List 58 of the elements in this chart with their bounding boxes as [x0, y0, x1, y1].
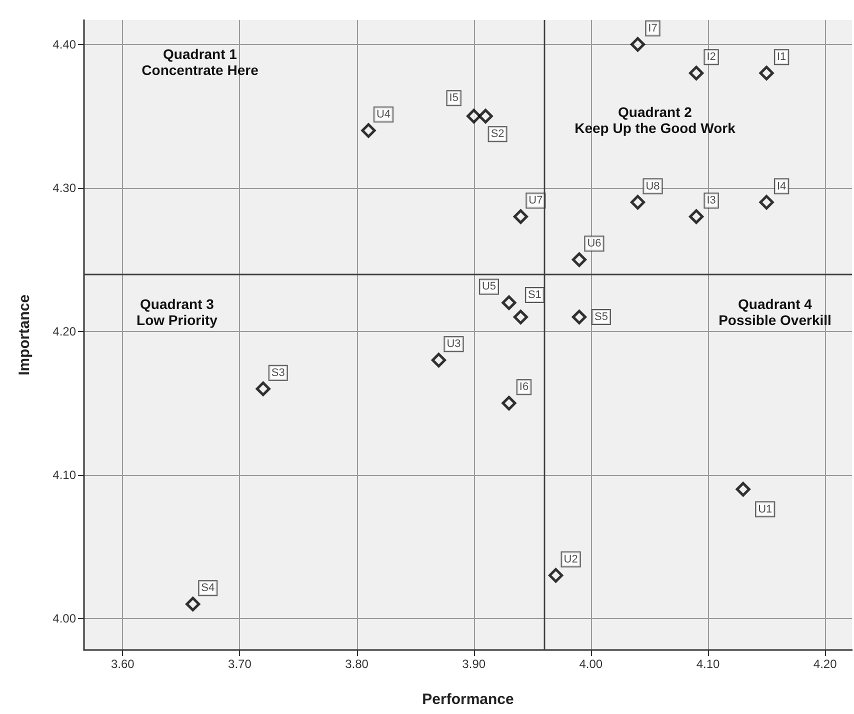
point [688, 209, 704, 224]
data-label: U4 [376, 108, 391, 120]
data-label: U3 [446, 338, 461, 350]
y-tick-label: 4.10 [52, 468, 76, 482]
point [431, 352, 446, 368]
point [256, 382, 270, 396]
y-tick-label: 4.30 [52, 180, 76, 195]
data-label: I2 [706, 51, 716, 64]
point [572, 252, 587, 267]
data-label: I1 [776, 51, 786, 64]
y-tick-label: 4.20 [52, 324, 76, 338]
point [572, 310, 587, 324]
point [759, 194, 774, 210]
data-label: I3 [706, 194, 716, 207]
point [502, 295, 516, 310]
point [548, 568, 564, 583]
data-label: U5 [482, 280, 496, 293]
data-label: S2 [490, 128, 504, 140]
point [478, 108, 493, 124]
x-tick-label: 3.60 [110, 657, 135, 671]
point [630, 194, 646, 210]
y-tick-label: 4.40 [52, 37, 76, 52]
point [759, 66, 774, 80]
data-label: I5 [449, 92, 458, 104]
point [186, 596, 200, 612]
y-axis-title: Importance [16, 294, 33, 376]
data-label: S4 [201, 582, 215, 594]
data-label: I6 [519, 381, 529, 394]
annotation: Quadrant 4 Possible Overkill [718, 296, 832, 328]
data-label: U1 [758, 503, 772, 516]
point [466, 108, 482, 124]
x-tick-label: 4.00 [579, 657, 603, 671]
x-axis-title: Performance [422, 691, 514, 708]
data-label: U6 [587, 238, 602, 250]
annotation: Quadrant 3 Low Priority [136, 296, 218, 328]
data-label: I4 [776, 180, 786, 192]
data-label: S1 [528, 289, 542, 302]
data-label: U8 [646, 180, 660, 192]
data-label: I7 [648, 22, 658, 34]
point [361, 123, 376, 138]
annotation: Quadrant 1 Concentrate Here [142, 46, 259, 78]
x-tick-label: 4.10 [696, 657, 720, 671]
annotation: Quadrant 2 Keep Up the Good Work [574, 104, 736, 136]
x-tick-label: 4.20 [813, 657, 838, 671]
x-tick-label: 3.70 [228, 657, 252, 671]
point [513, 310, 528, 324]
point [736, 482, 750, 497]
x-tick-label: 3.80 [345, 657, 369, 671]
data-label: S3 [271, 366, 285, 379]
point [688, 66, 704, 80]
point [513, 209, 528, 224]
data-label: S5 [594, 311, 608, 324]
point [502, 396, 516, 410]
point [630, 37, 646, 52]
y-tick-label: 4.00 [52, 611, 76, 626]
data-label: U2 [564, 553, 578, 566]
x-tick-label: 3.90 [462, 657, 486, 671]
data-label: U7 [528, 194, 543, 207]
